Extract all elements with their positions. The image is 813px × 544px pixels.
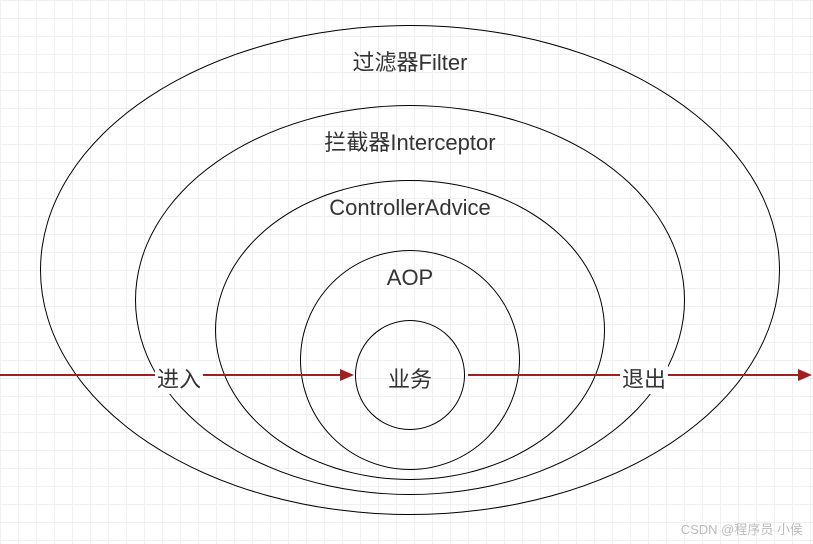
layer-controlleradvice-label: ControllerAdvice <box>329 195 490 221</box>
onion-diagram: 过滤器Filter 拦截器Interceptor ControllerAdvic… <box>0 0 813 544</box>
layer-business-label: 业务 <box>388 362 432 394</box>
layer-interceptor-label: 拦截器Interceptor <box>324 125 495 157</box>
exit-label: 退出 <box>620 362 668 394</box>
enter-label: 进入 <box>155 362 203 394</box>
enter-arrow-head-icon <box>340 369 354 381</box>
exit-arrow-head-icon <box>798 369 812 381</box>
layer-aop-label: AOP <box>387 265 433 291</box>
layer-filter-label: 过滤器Filter <box>353 45 468 77</box>
watermark-text: CSDN @程序员 小侯 <box>681 519 803 538</box>
